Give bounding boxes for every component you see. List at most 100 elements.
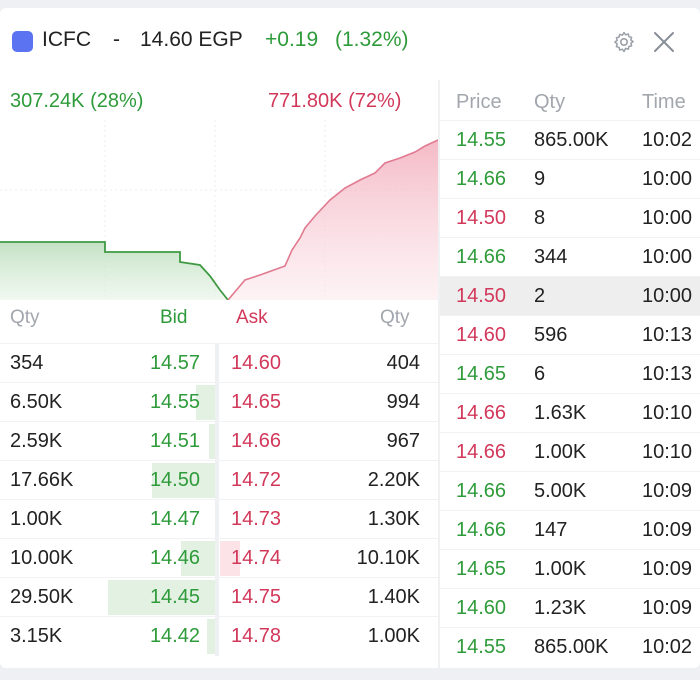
trade-row[interactable]: 14.66 1.00K 10:10 bbox=[440, 432, 700, 471]
trade-price-cell: 14.55 bbox=[456, 129, 507, 151]
trade-time-cell: 10:00 bbox=[642, 168, 693, 190]
bid-qty-cell: 2.59K bbox=[10, 430, 63, 452]
trade-time-cell: 10:00 bbox=[642, 246, 693, 268]
trade-row[interactable]: 14.55 865.00K 10:02 bbox=[440, 627, 700, 666]
bid-qty-header: Qty bbox=[10, 307, 40, 328]
ask-qty-cell: 2.20K bbox=[367, 469, 420, 491]
bid-qty-cell: 354 bbox=[10, 352, 44, 374]
bid-ask-separator bbox=[215, 344, 219, 383]
trade-time-cell: 10:02 bbox=[642, 636, 693, 658]
ask-price-cell: 14.65 bbox=[231, 391, 282, 413]
orderbook-row[interactable]: 17.66K 14.50 14.72 2.20K bbox=[0, 460, 438, 500]
ask-qty-cell: 967 bbox=[386, 430, 420, 452]
trade-row[interactable]: 14.66 9 10:00 bbox=[440, 159, 700, 198]
trade-qty-cell: 2 bbox=[534, 285, 546, 307]
trade-row[interactable]: 14.50 2 10:00 bbox=[440, 276, 700, 315]
bid-price-cell: 14.55 bbox=[149, 391, 200, 413]
trade-time-cell: 10:02 bbox=[642, 129, 693, 151]
trade-qty-cell: 1.23K bbox=[534, 597, 587, 619]
bid-price-cell: 14.47 bbox=[149, 508, 200, 530]
ask-qty-cell: 1.40K bbox=[367, 586, 420, 608]
bid-ask-separator bbox=[215, 578, 219, 617]
bid-qty-cell: 6.50K bbox=[10, 391, 63, 413]
orderbook-row[interactable]: 3.15K 14.42 14.78 1.00K bbox=[0, 616, 438, 656]
trade-row[interactable]: 14.66 1.63K 10:10 bbox=[440, 393, 700, 432]
ask-price-cell: 14.75 bbox=[231, 586, 282, 608]
ask-depth-line bbox=[227, 139, 438, 300]
trade-qty-cell: 865.00K bbox=[534, 129, 609, 151]
orderbook-row[interactable]: 29.50K 14.45 14.75 1.40K bbox=[0, 577, 438, 617]
trade-qty-cell: 8 bbox=[534, 207, 546, 229]
trade-qty-cell: 1.00K bbox=[534, 558, 587, 580]
orderbook-row[interactable]: 6.50K 14.55 14.65 994 bbox=[0, 382, 438, 422]
ask-price-cell: 14.78 bbox=[231, 625, 282, 647]
trade-qty-cell: 1.00K bbox=[534, 441, 587, 463]
trade-row[interactable]: 14.55 865.00K 10:02 bbox=[440, 120, 700, 159]
trade-row[interactable]: 14.66 5.00K 10:09 bbox=[440, 471, 700, 510]
trade-row[interactable]: 14.66 147 10:09 bbox=[440, 510, 700, 549]
trade-time-cell: 10:09 bbox=[642, 597, 693, 619]
trade-row[interactable]: 14.65 6 10:13 bbox=[440, 354, 700, 393]
trade-qty-cell: 596 bbox=[534, 324, 568, 346]
bid-price-cell: 14.46 bbox=[149, 547, 200, 569]
bid-volume-label: 307.24K (28%) bbox=[10, 90, 144, 112]
bid-depth-bar bbox=[108, 580, 218, 615]
close-icon[interactable] bbox=[652, 30, 676, 54]
bid-depth-bar bbox=[152, 463, 218, 498]
trade-time-cell: 10:09 bbox=[642, 480, 693, 502]
stock-widget: ICFC - 14.60 EGP +0.19 (1.32%) bbox=[0, 8, 700, 668]
trade-time-cell: 10:09 bbox=[642, 558, 693, 580]
bid-price-cell: 14.42 bbox=[149, 625, 200, 647]
trade-price-cell: 14.60 bbox=[456, 324, 507, 346]
gear-icon[interactable] bbox=[612, 30, 636, 54]
bid-ask-separator bbox=[215, 539, 219, 578]
trade-price-cell: 14.50 bbox=[456, 285, 507, 307]
trade-row[interactable]: 14.50 8 10:00 bbox=[440, 198, 700, 237]
trade-qty-cell: 1.63K bbox=[534, 402, 587, 424]
trade-qty-cell: 9 bbox=[534, 168, 546, 190]
ask-price-cell: 14.74 bbox=[231, 547, 282, 569]
ask-depth-bar bbox=[220, 541, 240, 576]
header-separator: - bbox=[113, 28, 120, 51]
trade-price-cell: 14.66 bbox=[456, 519, 507, 541]
trade-price-cell: 14.66 bbox=[456, 246, 507, 268]
bid-qty-cell: 3.15K bbox=[10, 625, 63, 647]
bid-price-cell: 14.57 bbox=[149, 352, 200, 374]
trade-time-cell: 10:00 bbox=[642, 207, 693, 229]
widget-header: ICFC - 14.60 EGP +0.19 (1.32%) bbox=[0, 8, 700, 72]
bid-ask-separator bbox=[215, 422, 219, 461]
symbol-color-swatch bbox=[12, 31, 33, 52]
bid-depth-bar bbox=[181, 541, 218, 576]
trade-price-cell: 14.66 bbox=[456, 402, 507, 424]
trade-price-cell: 14.55 bbox=[456, 636, 507, 658]
ask-depth-area bbox=[228, 140, 438, 300]
ask-qty-header: Qty bbox=[380, 307, 410, 328]
bid-depth-area bbox=[0, 242, 228, 300]
trade-time-cell: 10:13 bbox=[642, 324, 693, 346]
trade-time-cell: 10:09 bbox=[642, 519, 693, 541]
orderbook-row[interactable]: 354 14.57 14.60 404 bbox=[0, 343, 438, 383]
trade-row[interactable]: 14.65 1.00K 10:09 bbox=[440, 549, 700, 588]
trade-row[interactable]: 14.60 1.23K 10:09 bbox=[440, 588, 700, 627]
ask-qty-cell: 994 bbox=[386, 391, 420, 413]
orderbook-row[interactable]: 1.00K 14.47 14.73 1.30K bbox=[0, 499, 438, 539]
trade-qty-cell: 5.00K bbox=[534, 480, 587, 502]
ask-header: Ask bbox=[236, 307, 268, 328]
ask-qty-cell: 404 bbox=[386, 352, 420, 374]
trade-price-cell: 14.66 bbox=[456, 441, 507, 463]
trade-time-cell: 10:13 bbox=[642, 363, 693, 385]
orderbook-row[interactable]: 2.59K 14.51 14.66 967 bbox=[0, 421, 438, 461]
orderbook-row[interactable]: 10.00K 14.46 14.74 10.10K bbox=[0, 538, 438, 578]
ask-price-cell: 14.72 bbox=[231, 469, 282, 491]
bid-price-cell: 14.51 bbox=[149, 430, 200, 452]
bid-depth-bar bbox=[196, 385, 218, 420]
ask-qty-cell: 10.10K bbox=[356, 547, 420, 569]
trade-row[interactable]: 14.60 596 10:13 bbox=[440, 315, 700, 354]
trade-qty-header: Qty bbox=[534, 91, 566, 113]
ask-qty-cell: 1.00K bbox=[367, 625, 420, 647]
trade-row[interactable]: 14.66 344 10:00 bbox=[440, 237, 700, 276]
bid-header: Bid bbox=[160, 307, 188, 328]
trade-qty-cell: 147 bbox=[534, 519, 568, 541]
bid-qty-cell: 1.00K bbox=[10, 508, 63, 530]
price-change: +0.19 bbox=[265, 28, 319, 51]
